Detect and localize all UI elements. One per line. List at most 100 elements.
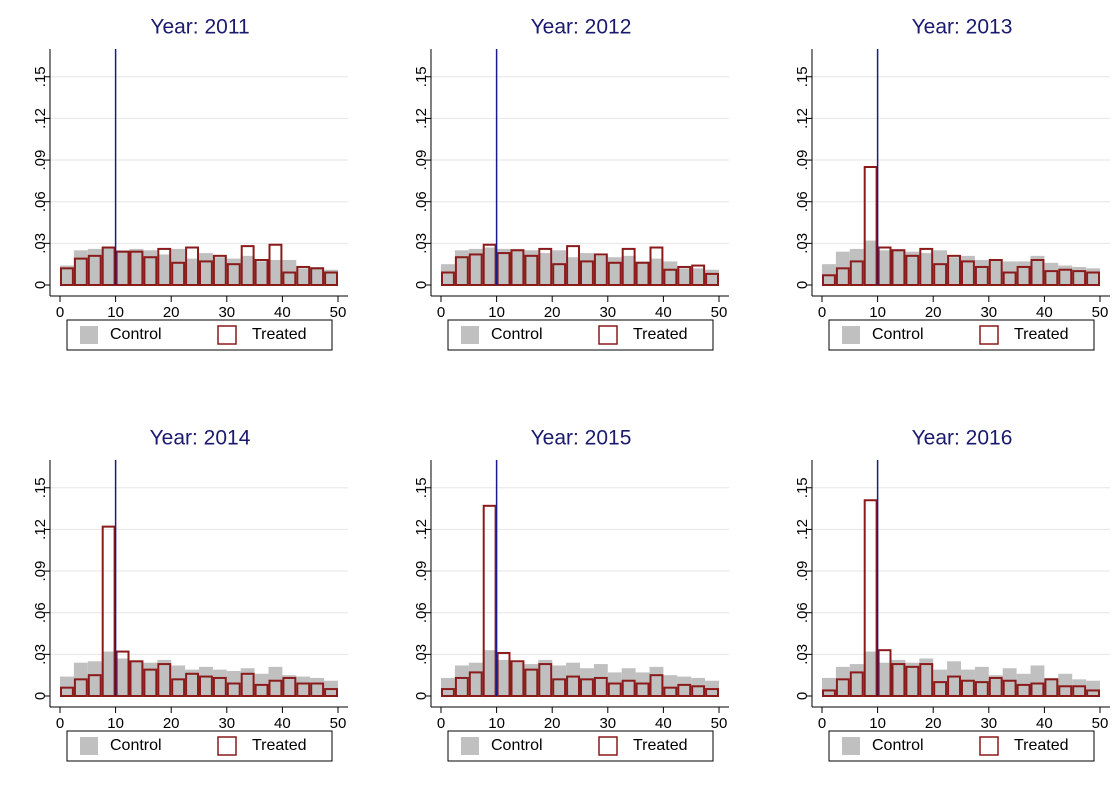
x-tick-label: 0 <box>818 304 826 321</box>
bar <box>101 247 116 285</box>
bar <box>171 678 186 698</box>
bar <box>212 676 227 697</box>
bar <box>129 661 144 696</box>
bar <box>822 274 836 286</box>
y-tick-label: .12 <box>32 519 49 540</box>
panel: Year: 2014 0 .03 .06 .09 .12 .15 0 10 20 30 40 50 Con… <box>32 427 349 762</box>
bar <box>863 240 878 285</box>
bar <box>1058 685 1073 697</box>
bar <box>454 256 469 286</box>
bar <box>1030 259 1045 287</box>
y-tick-label: .06 <box>794 191 811 212</box>
y-tick-label: 0 <box>413 281 430 289</box>
bar <box>510 248 525 285</box>
bar <box>157 663 172 698</box>
bar <box>566 662 580 696</box>
bar <box>849 671 864 698</box>
bar <box>1086 680 1100 696</box>
bar <box>974 260 989 285</box>
y-tick-label: .12 <box>413 519 430 540</box>
x-tick-label: 50 <box>1092 715 1109 732</box>
x-tick-label: 0 <box>56 304 64 321</box>
bar <box>822 677 836 696</box>
bar <box>101 246 116 287</box>
x-tick-label: 50 <box>1092 304 1109 321</box>
x-tick-label: 30 <box>218 715 235 732</box>
y-tick-label: .03 <box>794 644 811 665</box>
bar <box>282 675 297 696</box>
legend-swatch <box>217 736 237 756</box>
bar <box>212 257 227 285</box>
bar <box>87 661 102 696</box>
legend-swatch <box>842 326 860 344</box>
y-tick-label: .06 <box>794 602 811 623</box>
bar <box>933 263 948 287</box>
bar <box>268 260 283 285</box>
bar <box>296 268 311 285</box>
bar <box>441 264 455 285</box>
x-tick-label: 40 <box>655 715 672 732</box>
bar <box>947 257 961 285</box>
y-tick-label: .09 <box>794 150 811 171</box>
bar <box>87 674 102 697</box>
bar <box>1002 271 1017 287</box>
bar <box>254 683 269 697</box>
y-tick-label: .06 <box>32 191 49 212</box>
legend-swatch <box>461 326 479 344</box>
bar <box>496 651 511 698</box>
bar <box>115 658 130 696</box>
bar <box>947 675 961 697</box>
bar <box>468 662 483 696</box>
legend-swatch <box>598 736 618 756</box>
bar <box>73 250 88 285</box>
bar <box>649 666 664 696</box>
bar <box>101 525 116 698</box>
legend-swatch <box>979 736 999 756</box>
bar <box>468 253 483 286</box>
y-tick-label: .15 <box>794 477 811 498</box>
y-tick-label: .15 <box>794 66 811 87</box>
legend-swatch <box>461 737 479 755</box>
bar <box>199 260 213 286</box>
bar <box>282 271 297 287</box>
bar <box>1072 266 1087 285</box>
bar <box>441 688 455 698</box>
x-tick-label: 50 <box>711 304 728 321</box>
bar <box>185 246 200 287</box>
x-tick-label: 20 <box>544 715 561 732</box>
y-tick-label: .09 <box>413 561 430 582</box>
y-tick-label: 0 <box>794 692 811 700</box>
bar <box>310 267 325 287</box>
bar <box>60 265 74 285</box>
bar <box>988 676 1003 697</box>
y-tick-label: .12 <box>794 519 811 540</box>
y-tick-label: .06 <box>32 602 49 623</box>
bar <box>877 649 892 697</box>
legend-label: Treated <box>1014 326 1069 343</box>
bar <box>552 678 567 698</box>
bar <box>157 254 172 285</box>
bar <box>663 268 678 286</box>
bar <box>580 678 594 698</box>
y-tick-label: .03 <box>413 233 430 254</box>
panel-title: Year: 2016 <box>912 427 1013 450</box>
bar <box>552 665 567 696</box>
legend-label: Treated <box>633 326 688 343</box>
legend-swatch <box>80 737 98 755</box>
bar <box>877 250 892 285</box>
bar <box>129 248 144 285</box>
bar <box>510 660 525 698</box>
bar <box>974 681 989 698</box>
bar <box>1086 271 1100 287</box>
y-tick-label: .06 <box>413 191 430 212</box>
bar <box>310 677 325 696</box>
bar <box>877 246 892 287</box>
bar <box>510 249 525 286</box>
bar <box>663 261 678 285</box>
bar <box>877 662 892 696</box>
bar <box>524 254 539 287</box>
bar <box>1016 683 1031 697</box>
bar <box>482 504 497 697</box>
panel-title: Year: 2013 <box>912 16 1013 39</box>
legend-swatch <box>598 325 618 345</box>
